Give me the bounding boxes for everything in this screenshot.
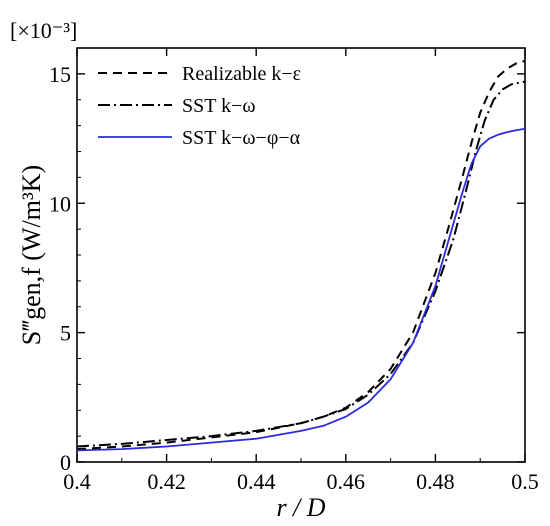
y-tick-label: 10 [49,191,71,216]
x-tick-label: 0.5 [511,469,539,494]
y-axis-label: S‴gen,f (W/m³K) [17,165,46,345]
y-tick-label: 15 [49,62,71,87]
series-line-2 [76,80,526,448]
y-tick-label: 0 [60,450,71,475]
axis-ticks: 0.4 0.42 0.44 0.46 0.48 0.5 0 5 10 15 [49,48,539,494]
x-tick-label: 0.4 [63,469,91,494]
series-lines [76,59,526,452]
legend-label-2: SST k−ω [182,95,256,117]
plot-frame [76,47,526,463]
series-line-3 [76,127,526,452]
legend: Realizable k−ε SST k−ω SST k−ω−φ−α [98,63,301,149]
x-tick-label: 0.46 [327,469,366,494]
x-tick-label: 0.42 [147,469,186,494]
x-tick-label: 0.44 [237,469,276,494]
x-tick-label: 0.48 [416,469,455,494]
legend-label-3: SST k−ω−φ−α [182,127,301,149]
y-tick-label: 5 [60,321,71,346]
legend-label-1: Realizable k−ε [182,63,301,85]
y-multiplier-label: [×10⁻³] [10,18,77,43]
series-line-1 [76,59,526,451]
x-axis-label: r / D [276,493,325,522]
